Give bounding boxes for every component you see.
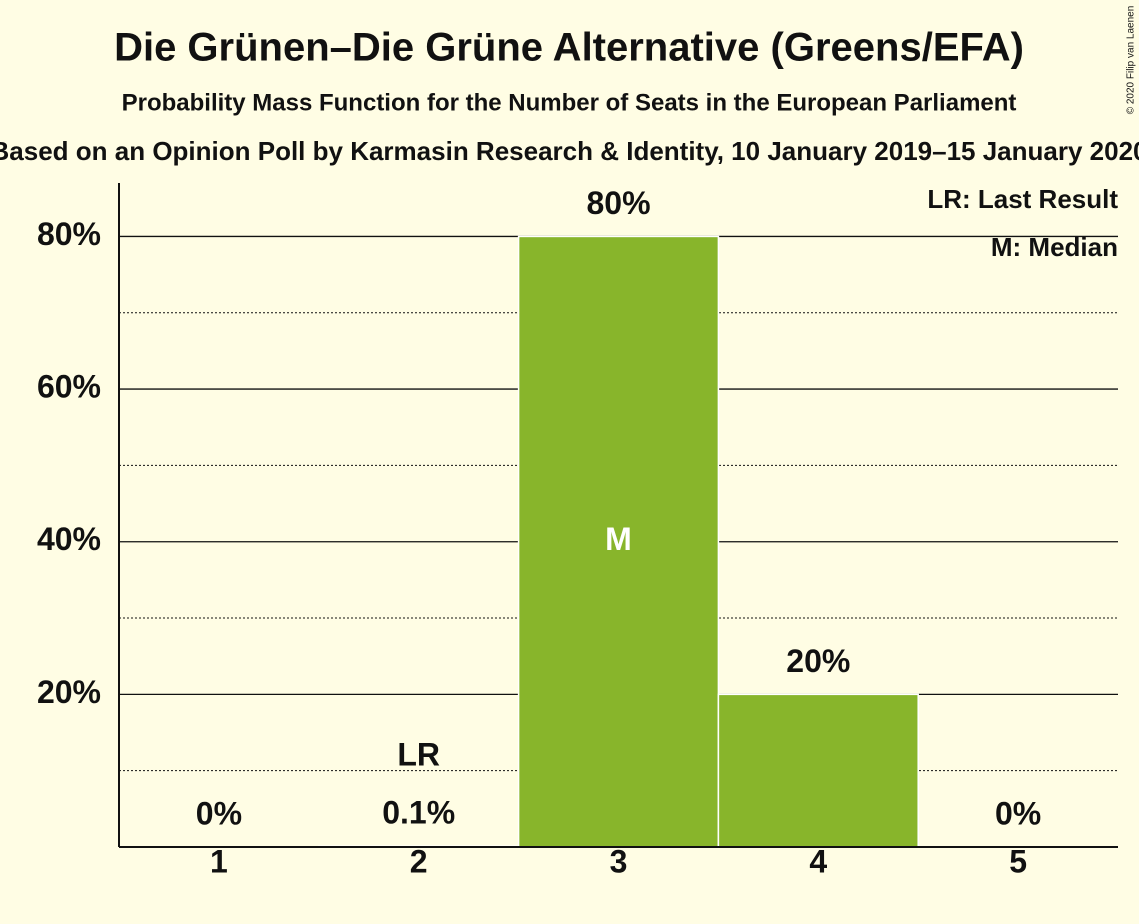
x-tick-label: 2 [410,843,428,879]
x-tick-label: 5 [1009,843,1027,879]
y-tick-label: 40% [37,521,101,557]
value-label: 0% [196,795,242,831]
x-tick-label: 4 [809,843,827,879]
y-tick-label: 20% [37,674,101,710]
value-label: 20% [786,643,850,679]
x-tick-label: 3 [610,843,628,879]
legend-entry: M: Median [991,232,1118,262]
x-tick-label: 1 [210,843,228,879]
annotation: LR [397,737,440,773]
value-label: 80% [586,185,650,221]
value-label: 0% [995,795,1041,831]
chart-subtitle: Probability Mass Function for the Number… [122,89,1017,116]
copyright: © 2020 Filip van Laenen [1126,6,1137,115]
bar [717,693,919,848]
value-label: 0.1% [382,795,455,831]
y-tick-label: 60% [37,369,101,405]
chart-source: Based on an Opinion Poll by Karmasin Res… [0,136,1139,166]
legend-entry: LR: Last Result [927,184,1118,214]
annotation: M [605,521,632,557]
chart-title: Die Grünen–Die Grüne Alternative (Greens… [114,26,1024,70]
y-tick-label: 80% [37,216,101,252]
